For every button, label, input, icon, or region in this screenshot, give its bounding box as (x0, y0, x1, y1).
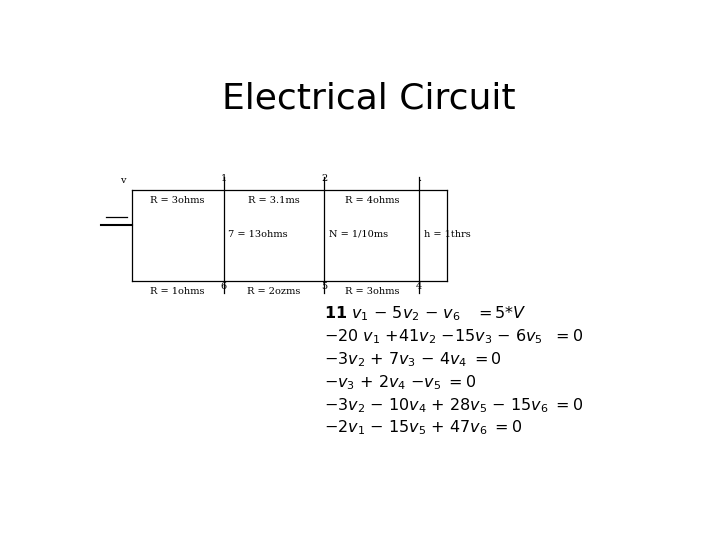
Text: N = 1/10ms: N = 1/10ms (329, 230, 388, 239)
Text: R = 1ohms: R = 1ohms (150, 287, 205, 296)
Text: R = 3.1ms: R = 3.1ms (248, 196, 300, 205)
Text: R = 2ozms: R = 2ozms (248, 287, 301, 296)
Text: R = 3ohms: R = 3ohms (150, 196, 205, 205)
Text: v: v (120, 177, 125, 185)
Text: Electrical Circuit: Electrical Circuit (222, 81, 516, 115)
Text: 6: 6 (221, 282, 227, 292)
Text: 5: 5 (321, 282, 328, 292)
Text: .: . (418, 174, 420, 183)
Text: $-3v_2$ $+$ $7v_3$ $-$ $4v_4$ $= 0$: $-3v_2$ $+$ $7v_3$ $-$ $4v_4$ $= 0$ (324, 350, 503, 369)
Text: R = 4ohms: R = 4ohms (345, 196, 399, 205)
Text: $\mathbf{11}$ $v_1$ $-$ $5v_2$ $-$ $v_6$   $= 5{*}V$: $\mathbf{11}$ $v_1$ $-$ $5v_2$ $-$ $v_6$… (324, 305, 527, 323)
Text: $-20$ $v_1$ $+41v_2$ $-15v_3$ $-$ $6v_5$  $= 0$: $-20$ $v_1$ $+41v_2$ $-15v_3$ $-$ $6v_5$… (324, 327, 584, 346)
Text: $-v_3$ $+$ $2v_4$ $-v_5$ $= 0$: $-v_3$ $+$ $2v_4$ $-v_5$ $= 0$ (324, 373, 477, 392)
Text: $-2v_1$ $-$ $15v_5$ $+$ $47v_6$ $= 0$: $-2v_1$ $-$ $15v_5$ $+$ $47v_6$ $= 0$ (324, 419, 523, 437)
Text: $-3v_2$ $-$ $10v_4$ $+$ $28v_5$ $-$ $15v_6$ $= 0$: $-3v_2$ $-$ $10v_4$ $+$ $28v_5$ $-$ $15v… (324, 396, 584, 415)
Text: h = 1thrs: h = 1thrs (423, 230, 470, 239)
Text: 1: 1 (221, 174, 227, 183)
Text: R = 3ohms: R = 3ohms (345, 287, 399, 296)
Text: 7 = 13ohms: 7 = 13ohms (228, 230, 288, 239)
Text: 4: 4 (416, 282, 423, 292)
Text: 2: 2 (321, 174, 328, 183)
